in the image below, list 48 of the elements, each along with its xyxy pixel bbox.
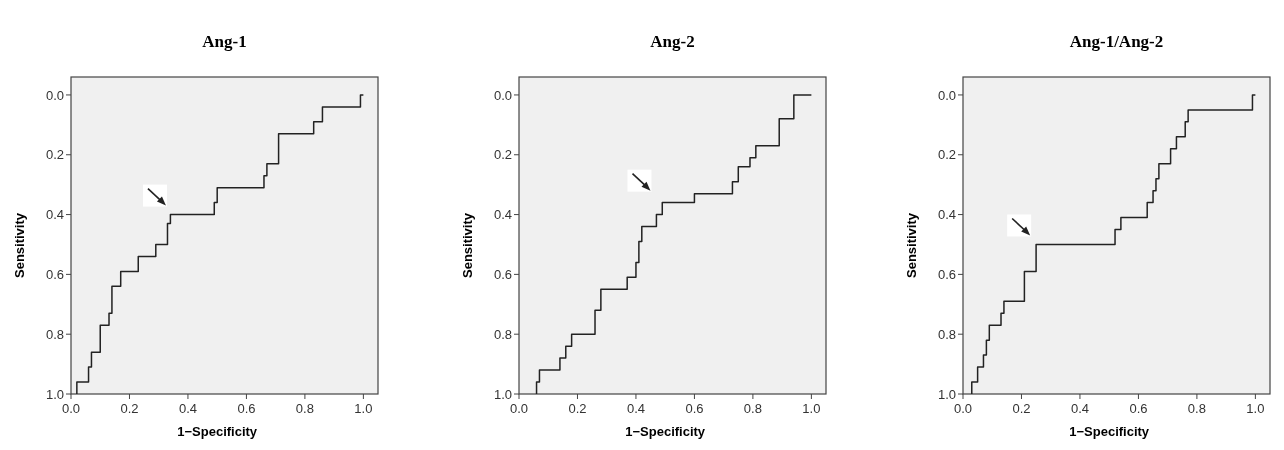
x-axis-title: 1−Specificity	[177, 424, 258, 439]
y-tick-label: 0.8	[45, 326, 64, 342]
x-tick-label: 0.2	[568, 401, 587, 416]
line-series	[76, 94, 365, 395]
y-tick-label: 0.8	[937, 326, 956, 342]
y-tick-label: 0.0	[45, 87, 64, 103]
chart-title: Ang-1	[202, 32, 247, 51]
x-tick-label: 0.0	[953, 401, 973, 416]
x-tick-label: 0.6	[237, 401, 256, 416]
x-tick-label: 0.8	[295, 401, 314, 416]
y-tick-label: 0.4	[493, 207, 512, 223]
y-tick-label: 0.8	[493, 326, 512, 342]
x-tick-label: 0.2	[120, 401, 139, 416]
y-axis-title: Sensitivity	[460, 212, 475, 279]
x-tick-label: 1.0	[354, 401, 373, 416]
y-tick-label: 0.2	[493, 147, 512, 163]
x-tick-label: 1.0	[802, 401, 821, 416]
x-tick-label: 0.8	[1187, 401, 1206, 416]
y-tick-label: 0.6	[493, 266, 512, 282]
y-tick-label: 0.6	[937, 266, 956, 282]
x-tick-label: 0.8	[743, 401, 762, 416]
y-tick-label: 1.0	[493, 386, 512, 402]
x-tick-label: 0.4	[626, 401, 645, 416]
y-tick-label: 0.0	[493, 87, 512, 103]
x-tick-label: 0.6	[685, 401, 704, 416]
line-series	[971, 94, 1257, 395]
y-tick-label: 0.6	[45, 266, 64, 282]
chart-title: Ang-2	[650, 32, 695, 51]
x-tick-label: 0.0	[61, 401, 81, 416]
y-tick-label: 0.4	[45, 207, 64, 223]
x-tick-label: 1.0	[1246, 401, 1265, 416]
x-tick-label: 0.0	[509, 401, 529, 416]
y-axis-title: Sensitivity	[904, 212, 919, 279]
x-axis-title: 1−Specificity	[1069, 424, 1150, 439]
line-series	[535, 94, 813, 395]
y-tick-label: 0.4	[937, 207, 956, 223]
y-tick-label: 1.0	[45, 386, 64, 402]
chart-title: Ang-1/Ang-2	[1069, 32, 1164, 51]
x-axis-title: 1−Specificity	[625, 424, 706, 439]
x-tick-label: 0.2	[1012, 401, 1031, 416]
y-tick-label: 0.2	[45, 147, 64, 163]
y-tick-label: 1.0	[937, 386, 956, 402]
x-tick-label: 0.6	[1129, 401, 1148, 416]
y-axis-title: Sensitivity	[12, 212, 27, 279]
y-tick-label: 0.2	[937, 147, 956, 163]
x-tick-label: 0.4	[178, 401, 197, 416]
y-tick-label: 0.0	[937, 87, 956, 103]
x-tick-label: 0.4	[1070, 401, 1089, 416]
